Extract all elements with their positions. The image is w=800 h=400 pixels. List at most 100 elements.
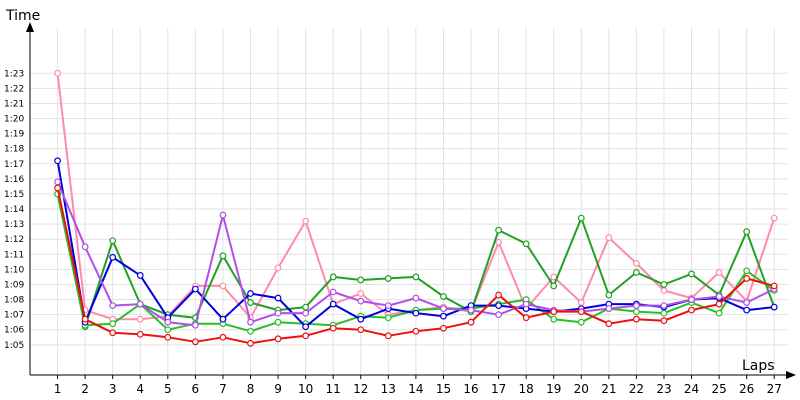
data-point	[329, 300, 337, 308]
data-point	[54, 184, 61, 192]
data-point	[247, 327, 254, 335]
data-point	[329, 288, 337, 296]
data-point	[191, 321, 199, 329]
x-tick-label: 1	[54, 382, 62, 396]
data-point	[605, 291, 613, 299]
y-tick-label: 1:10	[4, 265, 24, 275]
x-tick-label: 25	[711, 382, 726, 396]
data-point	[688, 270, 695, 278]
data-point	[743, 306, 751, 314]
x-axis-arrow-icon	[786, 371, 796, 379]
x-tick-label: 20	[574, 382, 589, 396]
data-point	[688, 296, 695, 303]
x-tick-label: 21	[601, 382, 616, 396]
data-point	[660, 281, 668, 288]
data-point	[550, 282, 558, 290]
x-tick-label: 26	[739, 382, 754, 396]
y-tick-label: 1:22	[4, 84, 24, 94]
data-point	[660, 287, 668, 294]
x-tick-label: 8	[247, 382, 255, 396]
data-point	[219, 252, 227, 260]
data-point	[302, 323, 310, 331]
data-point	[577, 308, 585, 316]
data-point	[136, 300, 144, 308]
data-point	[605, 234, 613, 242]
data-point	[522, 300, 530, 308]
data-point	[412, 294, 420, 302]
x-tick-label: 23	[656, 382, 671, 396]
data-point	[191, 338, 199, 346]
data-point	[274, 294, 282, 302]
data-point	[329, 273, 337, 281]
y-tick-label: 1:19	[4, 130, 24, 140]
data-point	[357, 315, 365, 323]
data-point	[136, 330, 144, 338]
data-point	[384, 314, 392, 322]
data-point	[440, 324, 447, 332]
data-point	[715, 293, 723, 300]
data-point	[219, 315, 227, 323]
data-point	[384, 275, 392, 282]
data-point	[274, 318, 282, 326]
data-point	[633, 259, 640, 267]
y-tick-label: 1:23	[4, 69, 24, 79]
data-point	[136, 315, 144, 323]
data-point	[329, 324, 337, 332]
data-point	[54, 178, 61, 186]
data-point	[440, 305, 447, 313]
data-point	[495, 226, 502, 234]
x-tick-label: 22	[629, 382, 644, 396]
data-point	[219, 282, 227, 290]
x-tick-label: 4	[136, 382, 144, 396]
data-point	[715, 300, 723, 308]
data-point	[54, 157, 61, 165]
y-tick-label: 1:07	[4, 311, 24, 321]
data-point	[440, 312, 447, 320]
x-tick-label: 2	[81, 382, 89, 396]
x-tick-label: 14	[408, 382, 423, 396]
data-point	[384, 332, 392, 340]
data-point	[247, 290, 254, 297]
data-point	[384, 302, 392, 310]
data-point	[550, 308, 558, 316]
data-point	[577, 214, 585, 222]
x-tick-label: 13	[381, 382, 396, 396]
x-tick-label: 17	[491, 382, 506, 396]
y-tick-label: 1:20	[4, 115, 24, 125]
data-point	[302, 217, 310, 225]
data-point	[660, 317, 668, 325]
axes: Time Laps	[5, 8, 796, 379]
data-point	[605, 320, 613, 328]
x-tick-label: 12	[353, 382, 368, 396]
x-tick-label: 24	[684, 382, 699, 396]
y-tick-label: 1:17	[4, 160, 24, 170]
y-tick-label: 1:12	[4, 235, 24, 245]
data-point	[770, 214, 778, 222]
y-axis-title: Time	[5, 8, 40, 24]
data-point	[302, 332, 310, 340]
data-point	[522, 314, 530, 322]
data-point	[743, 299, 751, 306]
data-point	[440, 293, 447, 300]
x-tick-labels: 1 2 3 4 5 6 7 8 9 10 11 12 13 14 15 16 17 18 19 20 21 22 23 24 2…	[54, 382, 782, 396]
data-point	[357, 290, 365, 297]
y-tick-labels: 1:05 1:06 1:07 1:08 1:09 1:10 1:11 1:12 1:13 1:14…	[4, 69, 24, 351]
data-point	[109, 320, 117, 328]
data-point	[274, 335, 282, 343]
data-point	[302, 303, 310, 311]
data-point	[219, 211, 227, 219]
x-tick-label: 3	[109, 382, 117, 396]
data-point	[109, 329, 117, 337]
data-point	[743, 275, 751, 282]
data-point	[743, 267, 751, 275]
data-point	[219, 333, 227, 341]
data-point	[302, 309, 310, 317]
y-tick-label: 1:05	[4, 341, 24, 351]
y-tick-label: 1:14	[4, 205, 24, 215]
data-point	[136, 272, 144, 279]
data-point	[633, 308, 640, 316]
data-point	[577, 318, 585, 326]
y-tick-label: 1:09	[4, 280, 24, 290]
x-tick-label: 11	[326, 382, 341, 396]
x-tick-label: 18	[519, 382, 534, 396]
